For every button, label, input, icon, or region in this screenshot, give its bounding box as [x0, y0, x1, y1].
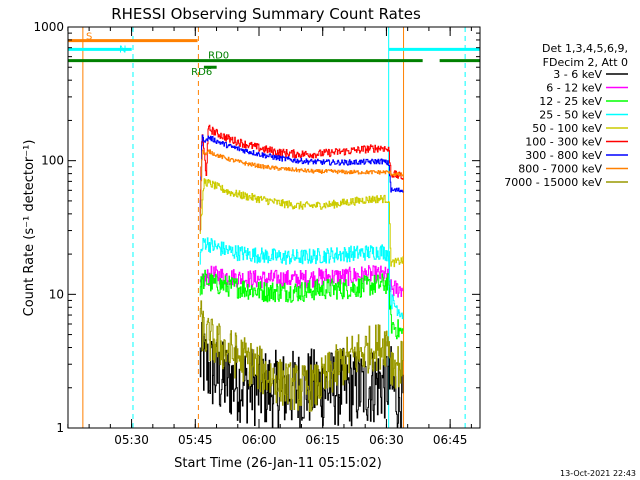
- x-axis: 05:30 05:45 06:00 06:15 06:30 06:45: [67, 27, 472, 447]
- flag-label: S: [86, 32, 92, 43]
- footer-timestamp: 13-Oct-2021 22:43: [560, 469, 636, 478]
- series-line: [199, 149, 404, 232]
- legend-entry: 12 - 25 keV: [539, 95, 602, 108]
- legend: Det 1,3,4,5,6,9,FDecim 2, Att 03 - 6 keV…: [504, 42, 628, 189]
- legend-entry: 300 - 800 keV: [525, 149, 602, 162]
- series-line: [199, 300, 404, 412]
- x-tick-label: 06:15: [305, 433, 340, 447]
- series-line: [199, 134, 404, 231]
- x-axis-label: Start Time (26-Jan-11 05:15:02): [174, 456, 382, 471]
- chart-title: RHESSI Observing Summary Count Rates: [111, 5, 421, 23]
- plot-frame: [67, 26, 481, 429]
- legend-entry: 800 - 7000 keV: [518, 163, 602, 176]
- legend-entry: 6 - 12 keV: [546, 82, 602, 95]
- x-tick-label: 06:30: [369, 433, 404, 447]
- series-line: [199, 178, 404, 268]
- y-tick-label: 1000: [33, 20, 64, 34]
- series-layer: [199, 124, 404, 428]
- series-line: [199, 265, 404, 298]
- x-tick-label: 05:45: [178, 433, 213, 447]
- legend-entry: 25 - 50 keV: [539, 109, 602, 122]
- legend-entry: 7000 - 15000 keV: [504, 176, 602, 189]
- legend-entry: 50 - 100 keV: [532, 122, 602, 135]
- flag-bars: [68, 39, 480, 69]
- y-tick-label: 100: [41, 154, 64, 168]
- legend-entry: 100 - 300 keV: [525, 136, 602, 149]
- legend-header: Det 1,3,4,5,6,9,: [542, 42, 628, 55]
- y-axis: 1 10 100 1000: [33, 20, 480, 435]
- legend-header: FDecim 2, Att 0: [543, 56, 628, 69]
- x-tick-label: 06:45: [433, 433, 468, 447]
- x-tick-label: 06:00: [242, 433, 277, 447]
- x-tick-label: 05:30: [114, 433, 149, 447]
- series-line: [199, 237, 404, 320]
- y-tick-label: 1: [56, 421, 64, 435]
- series-line: [199, 124, 404, 214]
- flag-label: N: [119, 44, 126, 55]
- vertical-markers: [82, 27, 466, 428]
- flag-label: RD0: [208, 51, 229, 62]
- series-line: [199, 269, 404, 340]
- flag-label: RD6: [191, 67, 212, 78]
- y-axis-label: Count Rate (s⁻¹ detector⁻¹): [22, 140, 37, 317]
- y-tick-label: 10: [49, 287, 64, 301]
- legend-entry: 3 - 6 keV: [553, 68, 602, 81]
